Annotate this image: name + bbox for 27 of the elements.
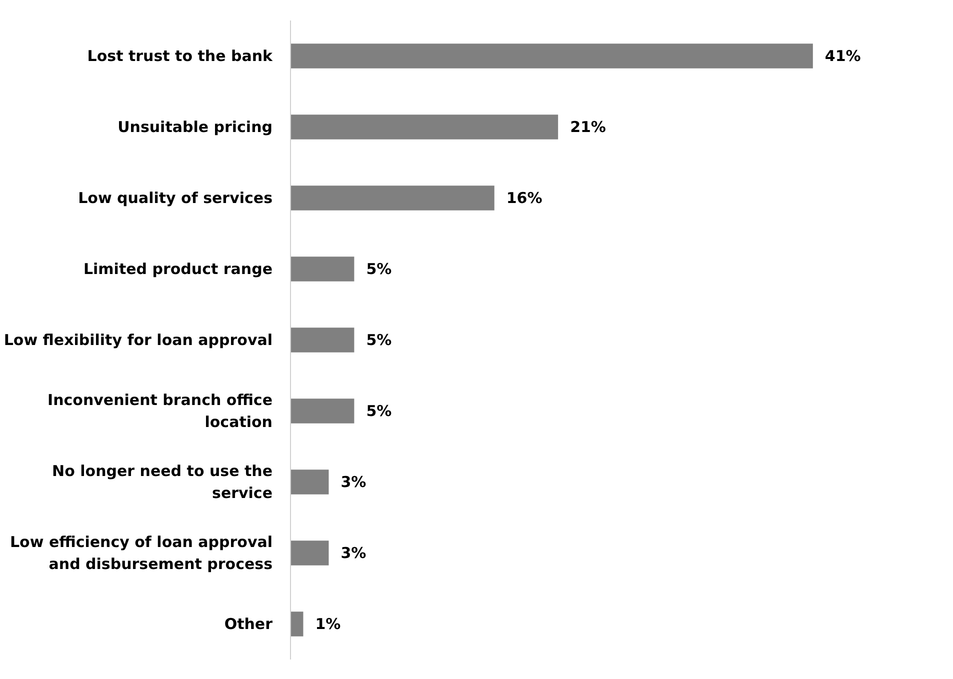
bar [290, 186, 494, 210]
y-tick-label: Low quality of services [78, 189, 273, 207]
data-label: 21% [570, 118, 606, 136]
y-tick-label: Limited product range [83, 260, 273, 278]
bar [290, 398, 354, 424]
data-label: 41% [824, 47, 861, 65]
data-label: 5% [366, 402, 392, 420]
bar [290, 612, 304, 636]
data-label: 16% [506, 189, 542, 207]
bar [290, 470, 329, 494]
y-tick-label: No longer need to use the service [52, 462, 273, 502]
data-label: 3% [340, 473, 366, 491]
bar [290, 256, 354, 282]
y-tick-label: Unsuitable pricing [118, 118, 273, 136]
y-tick-label: Lost trust to the bank [87, 47, 274, 65]
y-tick-label: Other [224, 615, 274, 633]
data-label: 5% [366, 260, 392, 278]
y-tick-label: Inconvenient branch office location [48, 391, 273, 431]
bar [290, 328, 354, 352]
bar [290, 44, 813, 68]
bar [290, 540, 329, 566]
data-label: 3% [340, 544, 366, 562]
data-label: 5% [366, 331, 392, 349]
data-label: 1% [315, 615, 341, 633]
y-tick-label: Low efficiency of loan approval and disbursement process [10, 533, 273, 573]
y-tick-label: Low flexibility for loan approval [4, 331, 273, 349]
bar [290, 114, 558, 140]
